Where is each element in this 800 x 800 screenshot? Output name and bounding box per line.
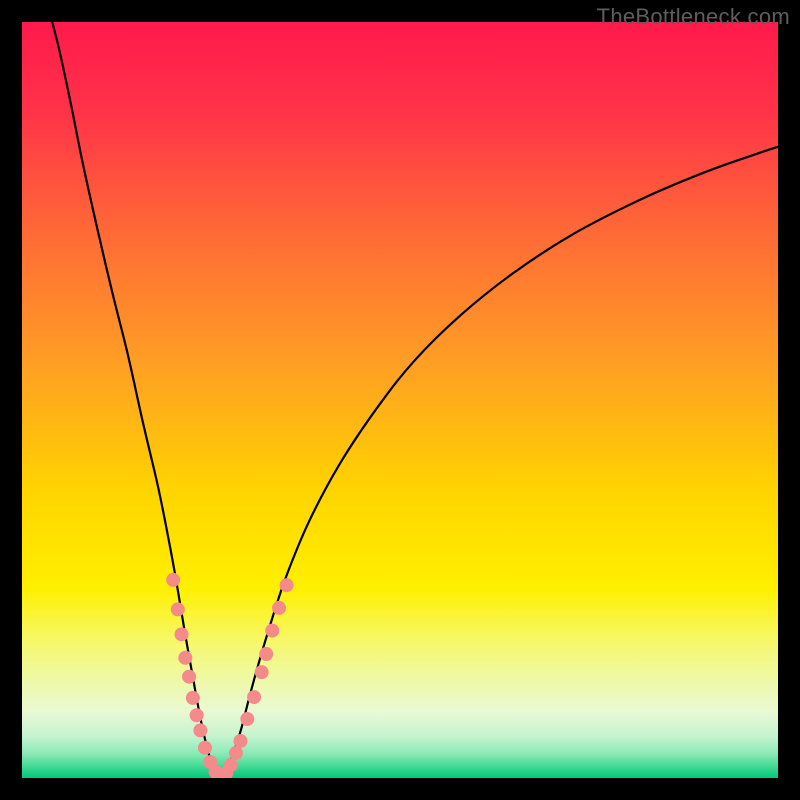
data-point [224, 758, 238, 772]
data-point [171, 602, 185, 616]
chart-svg [0, 0, 800, 800]
data-point [272, 601, 286, 615]
data-point [186, 691, 200, 705]
data-point [265, 624, 279, 638]
data-point [190, 708, 204, 722]
data-point [229, 746, 243, 760]
data-point [182, 670, 196, 684]
data-point [240, 712, 254, 726]
data-point [175, 627, 189, 641]
data-point [233, 734, 247, 748]
data-point [280, 578, 294, 592]
bottleneck-chart: TheBottleneck.com [0, 0, 800, 800]
data-point [198, 741, 212, 755]
chart-background [22, 22, 778, 778]
data-point [193, 723, 207, 737]
watermark-text: TheBottleneck.com [597, 4, 790, 30]
data-point [247, 690, 261, 704]
data-point [255, 665, 269, 679]
data-point [259, 647, 273, 661]
data-point [178, 651, 192, 665]
data-point [166, 573, 180, 587]
